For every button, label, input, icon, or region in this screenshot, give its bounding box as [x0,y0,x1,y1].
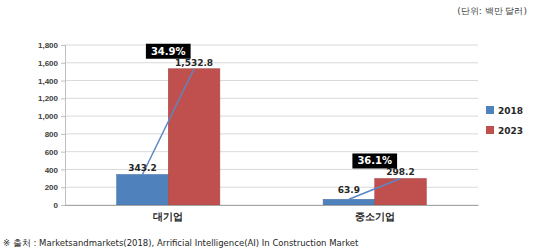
y-tick-mark [61,205,65,206]
bar [375,178,427,205]
y-tick-mark [61,116,65,117]
y-tick-label: 1,000 [38,112,59,121]
annotation-box [352,153,397,168]
y-tick-label: 1,800 [38,41,59,50]
bar [117,174,169,205]
data-label: 343.2 [128,163,156,173]
y-tick: 600 [45,148,65,157]
y-tick: 1,800 [38,41,65,50]
data-label: 298.2 [386,167,414,177]
y-tick-label: 1,600 [38,59,59,68]
y-tick-label: 400 [45,166,59,175]
grid-line [65,133,478,134]
grid-line [65,62,478,63]
source: ※ 출처 : Marketsandmarkets(2018), Arrifici… [3,238,359,248]
y-tick: 0 [54,201,65,210]
legend-swatch [486,106,494,114]
annotations: 34.9% 36.1% [146,44,397,169]
grid-line [65,151,478,152]
grid-line [65,45,478,46]
annotation-text: 34.9% [151,46,186,57]
x-tick: 대기업 [153,205,183,222]
y-tick-mark [61,81,65,82]
y-tick: 1,600 [38,59,65,68]
y-tick-label: 800 [45,130,59,139]
y-tick: 1,400 [38,77,65,86]
legend: 2018 2023 [486,106,523,136]
annotation-text: 36.1% [357,155,392,166]
y-axis: 0 200 400 600 800 1,000 1,200 1,400 1,600 1,800 [38,41,66,210]
y-tick-label: 600 [45,148,59,157]
y-tick-mark [61,98,65,99]
data-labels: 343.2 63.9 1,532.8 298.2 [128,58,415,195]
y-tick: 400 [45,166,65,175]
legend-swatch [486,126,494,134]
y-tick-mark [61,152,65,153]
y-tick: 800 [45,130,65,139]
annotation: 34.9% [146,44,191,59]
grid-line [65,80,478,81]
legend-label: 2023 [498,126,523,136]
x-axis-line [66,205,479,206]
y-tick-label: 0 [54,201,59,210]
legend-item: 2023 [486,126,523,136]
chart: 0 200 400 600 800 1,000 1,200 1,400 1,600 1,800 대기… [0,0,535,252]
y-tick: 1,200 [38,94,65,103]
y-tick-label: 200 [45,183,59,192]
y-axis-line [61,46,66,206]
x-tick: 중소기업 [355,205,395,222]
bar [168,69,220,205]
y-tick-mark [61,187,65,188]
annotation-box [146,44,191,59]
subtitle: (단위: 백만 달러) [457,6,527,16]
grid-line [65,169,478,170]
plot-marks [117,69,427,205]
y-tick-mark [61,169,65,170]
x-axis: 대기업 중소기업 [66,205,479,222]
x-tick-label: 중소기업 [355,211,395,222]
legend-item: 2018 [486,106,523,116]
data-label: 1,532.8 [175,58,213,68]
grid-line [65,98,478,99]
y-tick-mark [61,45,65,46]
y-tick-mark [61,63,65,64]
grid [65,45,478,205]
y-tick: 1,000 [38,112,65,121]
grid-line [65,116,478,117]
y-tick-mark [61,134,65,135]
data-label: 63.9 [338,185,360,195]
annotation: 36.1% [352,153,397,168]
y-tick: 200 [45,183,65,192]
trend-line [142,69,194,175]
bar [323,199,375,205]
y-tick-label: 1,400 [38,77,59,86]
y-tick-label: 1,200 [38,94,59,103]
x-tick-label: 대기업 [153,211,183,222]
legend-label: 2018 [498,106,523,116]
